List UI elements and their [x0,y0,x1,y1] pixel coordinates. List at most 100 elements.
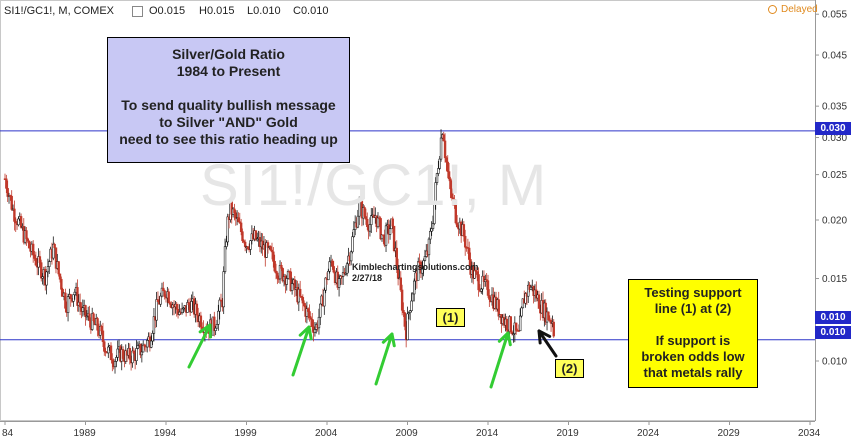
support-note-line [629,317,757,333]
candle-body [151,332,154,342]
candle-body [38,256,42,263]
candle-body [302,302,306,307]
candle-body [337,278,341,288]
candle-body [52,243,55,259]
candle-body [307,308,310,312]
title-note-line: to Silver "AND" Gold [159,114,298,130]
candle-body [439,137,443,160]
visibility-checkbox[interactable] [132,6,143,17]
candle-body [237,217,240,223]
candle-body [269,246,272,251]
arrow-head [381,332,396,348]
candle-body [140,351,144,356]
candle-body [6,188,9,197]
y-tick-label: 0.030 [822,133,847,144]
candle-body [422,260,425,270]
title-note-box: Silver/Gold Ratio 1984 to Present To sen… [107,37,350,163]
candle-body [434,182,437,204]
candle-body [225,241,228,247]
candle-body [124,350,127,362]
candle-body [417,261,420,281]
delayed-label: Delayed [781,4,818,15]
candle-body [480,288,483,292]
delayed-badge[interactable]: Delayed [768,4,818,15]
candle-body [520,307,523,317]
candle-body [468,247,471,260]
candle-body [368,224,372,232]
candle-body [128,348,131,360]
candle-body [364,216,368,220]
candle-body [463,235,467,248]
candle-body [332,266,335,273]
candle-body [527,284,530,297]
candle-body [537,294,541,309]
y-tick-label: 0.045 [822,51,847,62]
candle-body [327,270,330,281]
y-tick-label: 0.015 [822,274,847,285]
y-tick-label: 0.020 [822,216,847,227]
x-tick-label: 2019 [557,428,580,439]
support-note-line: line (1) at (2) [654,301,732,316]
candle-body [477,274,480,291]
support-arrow-2 [291,325,313,377]
candle-body [552,321,555,337]
candle-body [69,294,72,299]
candle-body [286,271,290,279]
candle-body [76,287,79,306]
candle-body [182,307,185,310]
candle-body [435,173,439,183]
candle-body [270,249,274,253]
candle-body [241,231,244,242]
candle-body [217,310,220,325]
candle-body [395,247,398,267]
candle-body [234,212,237,219]
candle-body [408,310,412,313]
candle-body [60,278,63,290]
candle-body [195,303,199,316]
candle-body [488,295,491,300]
arrow-head [198,323,212,339]
support-tag-1: (1) [436,308,465,327]
support-note-line: that metals rally [643,365,743,380]
candle-body [213,316,216,331]
candle-body [407,312,411,315]
x-tick-label: 1989 [74,428,97,439]
support-arrow-3 [374,332,396,386]
candle-body [427,238,431,256]
candle-body [352,229,356,238]
symbol-label[interactable]: SI1!/GC1!, M, COMEX [4,5,115,17]
candle-body [323,289,326,307]
candle-body [58,273,62,280]
candle-body [509,316,513,333]
price-tag-last: 0.010 [815,326,851,339]
candle-body [311,319,314,328]
candle-body [442,134,445,142]
candle-body [17,218,20,226]
candle-body [27,240,31,249]
support-arrow-4 [489,331,512,389]
candle-body [351,236,354,253]
candle-body [141,344,145,353]
candle-body [187,302,191,306]
candle-body [272,251,275,262]
candle-body [380,234,384,240]
price-tag-upper: 0.030 [815,122,851,135]
candle-body [462,224,466,237]
candle-body [159,295,162,305]
candle-body [505,318,508,331]
candle-body [399,277,402,291]
candle-body [25,230,28,240]
candle-body [175,303,178,310]
candle-body [139,343,142,356]
candle-body [167,291,170,303]
candle-body [214,327,217,331]
candle-body [5,178,8,189]
candle-body [482,275,486,282]
candle-body [31,243,35,256]
support-note-line: broken odds low [641,349,745,364]
x-tick-label: 2009 [396,428,419,439]
high-value: H0.015 [199,5,235,17]
arrow-head [497,331,512,347]
candle-body [273,261,276,272]
candle-body [57,261,60,275]
